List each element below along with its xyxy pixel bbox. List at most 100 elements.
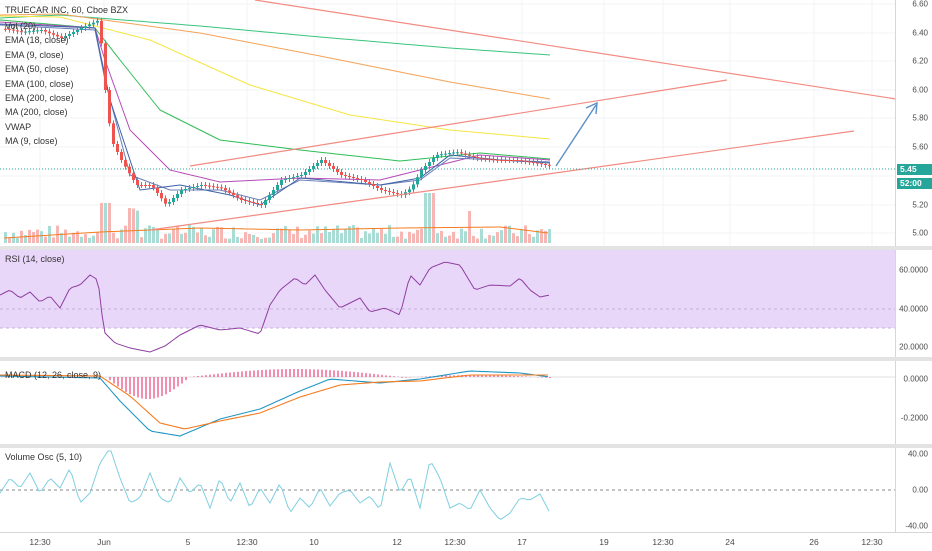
macd-tick: 0.0000 [903, 374, 928, 384]
price-chart[interactable] [0, 0, 932, 246]
candle [208, 185, 211, 187]
macd-axis[interactable]: 0.0000 -0.2000 [895, 361, 932, 444]
candle [292, 177, 295, 178]
volume-bar [208, 236, 211, 243]
candle [196, 186, 199, 187]
trendline-upper [254, 0, 897, 100]
candle [100, 20, 103, 44]
candle [452, 152, 455, 154]
volume-bar [532, 236, 535, 243]
macd-chart[interactable] [0, 361, 932, 444]
candle [536, 162, 539, 164]
legend-item[interactable]: MA (200, close) [5, 107, 68, 118]
legend-item[interactable]: EMA (18, close) [5, 35, 69, 46]
price-tick: 6.60 [912, 0, 928, 9]
volume-bar [216, 226, 219, 243]
candle [40, 30, 43, 31]
volume-bar [516, 236, 519, 243]
rsi-axis[interactable]: 60.0000 40.0000 20.0000 [895, 250, 932, 357]
volume-bar [380, 228, 383, 243]
volume-bar [144, 228, 147, 243]
volume-bar [432, 193, 435, 243]
volume-bar [40, 231, 43, 243]
legend-item[interactable]: Vol (20) [5, 21, 37, 31]
macd-tick: -0.2000 [900, 413, 928, 423]
legend-item[interactable]: EMA (100, close) [5, 78, 74, 89]
volume-bar [68, 236, 71, 243]
candle [64, 36, 67, 38]
pane-divider[interactable] [0, 357, 932, 361]
volume-bar [420, 228, 423, 243]
candle [84, 26, 87, 28]
volume-bar [388, 225, 391, 243]
volume-bar [124, 225, 127, 243]
vosc-title: Volume Osc (5, 10) [5, 452, 83, 462]
volume-bar [460, 228, 463, 243]
legend-item[interactable]: MA (9, close) [5, 136, 58, 147]
candle [304, 172, 307, 175]
candle [264, 200, 267, 205]
candle [48, 31, 51, 34]
price-pane[interactable]: TRUECAR INC, 60, Cboe BZX Vol (20) EMA (1… [0, 0, 932, 246]
candle [360, 179, 363, 180]
candle [372, 184, 375, 186]
candle [312, 166, 315, 169]
candle [36, 30, 39, 32]
candle [24, 31, 27, 33]
legend-item[interactable]: EMA (200, close) [5, 93, 74, 104]
candle [256, 203, 259, 204]
volume-bar [500, 230, 503, 243]
rsi-pane[interactable]: RSI (14, close) 60.0000 40.0000 20.0000 [0, 250, 932, 357]
legend-item[interactable]: EMA (50, close) [5, 64, 69, 75]
time-axis[interactable]: 12:30 Jun 5 12:30 10 12 12:30 17 19 12:3… [0, 532, 932, 551]
rsi-chart[interactable] [0, 250, 932, 357]
macd-pane[interactable]: MACD (12, 26, close, 9) 0.0000 -0.2000 [0, 361, 932, 444]
legend-item[interactable]: EMA (9, close) [5, 49, 64, 60]
legend-item[interactable]: VWAP [5, 121, 32, 132]
vosc-chart[interactable] [0, 448, 932, 532]
pane-divider[interactable] [0, 246, 932, 250]
vosc-axis[interactable]: 40.00 0.00 -40.00 [895, 448, 932, 532]
volume-bar [8, 237, 11, 243]
time-tick: 12:30 [652, 537, 674, 547]
volume-bar [512, 233, 515, 243]
rsi-tick: 20.0000 [899, 342, 928, 352]
symbol-title: TRUECAR INC, 60, Cboe BZX [5, 5, 129, 15]
candle [484, 158, 487, 160]
volume-bar [528, 234, 531, 243]
vosc-pane[interactable]: Volume Osc (5, 10) 40.00 0.00 -40.00 [0, 448, 932, 532]
volume-bar [284, 225, 287, 243]
volume-bar [96, 232, 99, 243]
volume-bar [292, 233, 295, 243]
candle [376, 186, 379, 188]
vosc-line [0, 450, 550, 520]
volume-bar [280, 228, 283, 243]
candle [116, 144, 119, 152]
candle [408, 189, 411, 193]
volume-bar [352, 225, 355, 243]
candle [252, 202, 255, 203]
time-tick: 12 [392, 537, 402, 547]
candle [324, 160, 327, 163]
volume-bar [148, 225, 151, 243]
candle [8, 28, 11, 30]
candle [140, 185, 143, 186]
candle [308, 169, 311, 172]
candle [352, 177, 355, 178]
volume-bar [172, 228, 175, 243]
price-axis[interactable]: 6.60 6.40 6.20 6.00 5.80 5.60 5.20 5.00 [895, 0, 932, 246]
candle [272, 190, 275, 195]
volume-bar [92, 235, 95, 243]
volume-bar [244, 232, 247, 243]
candle [388, 191, 391, 192]
volume-bar [268, 237, 271, 243]
volume-bar [496, 232, 499, 243]
ema-18-line [0, 21, 551, 183]
candle [540, 163, 543, 165]
candle [476, 157, 479, 159]
countdown-tag: 52:00 [897, 178, 932, 189]
time-tick: 5 [185, 537, 191, 547]
pane-divider[interactable] [0, 444, 932, 448]
candle [460, 152, 463, 154]
candle [212, 186, 215, 188]
